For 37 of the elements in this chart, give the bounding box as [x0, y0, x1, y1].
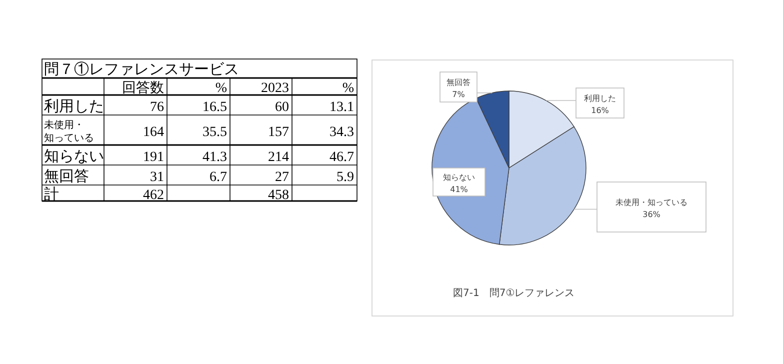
data-label: 76: [150, 100, 164, 115]
slice-label: 知らない: [443, 173, 475, 182]
data-label: 5.9: [336, 170, 354, 185]
data-label: 41%: [450, 185, 468, 194]
data-label: 13.1: [330, 100, 354, 115]
data-label: 16%: [591, 106, 610, 115]
data-label: 191: [143, 150, 164, 165]
data-label: 462: [143, 188, 164, 203]
data-label: 36%: [642, 210, 661, 219]
slice-label: 利用した: [584, 94, 616, 103]
category-label: 未使用・知っている: [44, 119, 94, 144]
text: 問７①レファレンスサービス: [44, 61, 239, 78]
category-label: 知らない: [44, 148, 104, 165]
data-label: 60: [275, 100, 289, 115]
category-label: 利用した: [44, 98, 104, 115]
series-label: 回答数: [122, 80, 164, 96]
category-label: 無回答: [44, 168, 89, 185]
data-label: 34.3: [330, 125, 354, 140]
data-label: 157: [268, 125, 289, 140]
slice-label: 未使用・知っている: [616, 198, 688, 207]
data-label: 7%: [452, 90, 466, 99]
data-label: 41.3: [202, 150, 227, 165]
category-label: 計: [44, 186, 59, 203]
text: 2023: [261, 81, 289, 96]
data-label: 6.7: [210, 170, 227, 185]
data-label: 27: [275, 170, 289, 185]
data-label: 35.5: [202, 125, 227, 140]
data-label: 46.7: [330, 150, 354, 165]
data-label: 458: [268, 188, 289, 203]
slice-label: 無回答: [446, 78, 470, 87]
text: %: [342, 81, 354, 96]
data-label: 16.5: [202, 100, 227, 115]
text: 図7-1 問7①レファレンス: [453, 288, 575, 299]
data-label: 31: [150, 170, 164, 185]
text: %: [215, 81, 228, 96]
data-label: 214: [268, 150, 289, 165]
data-label: 164: [143, 125, 164, 140]
